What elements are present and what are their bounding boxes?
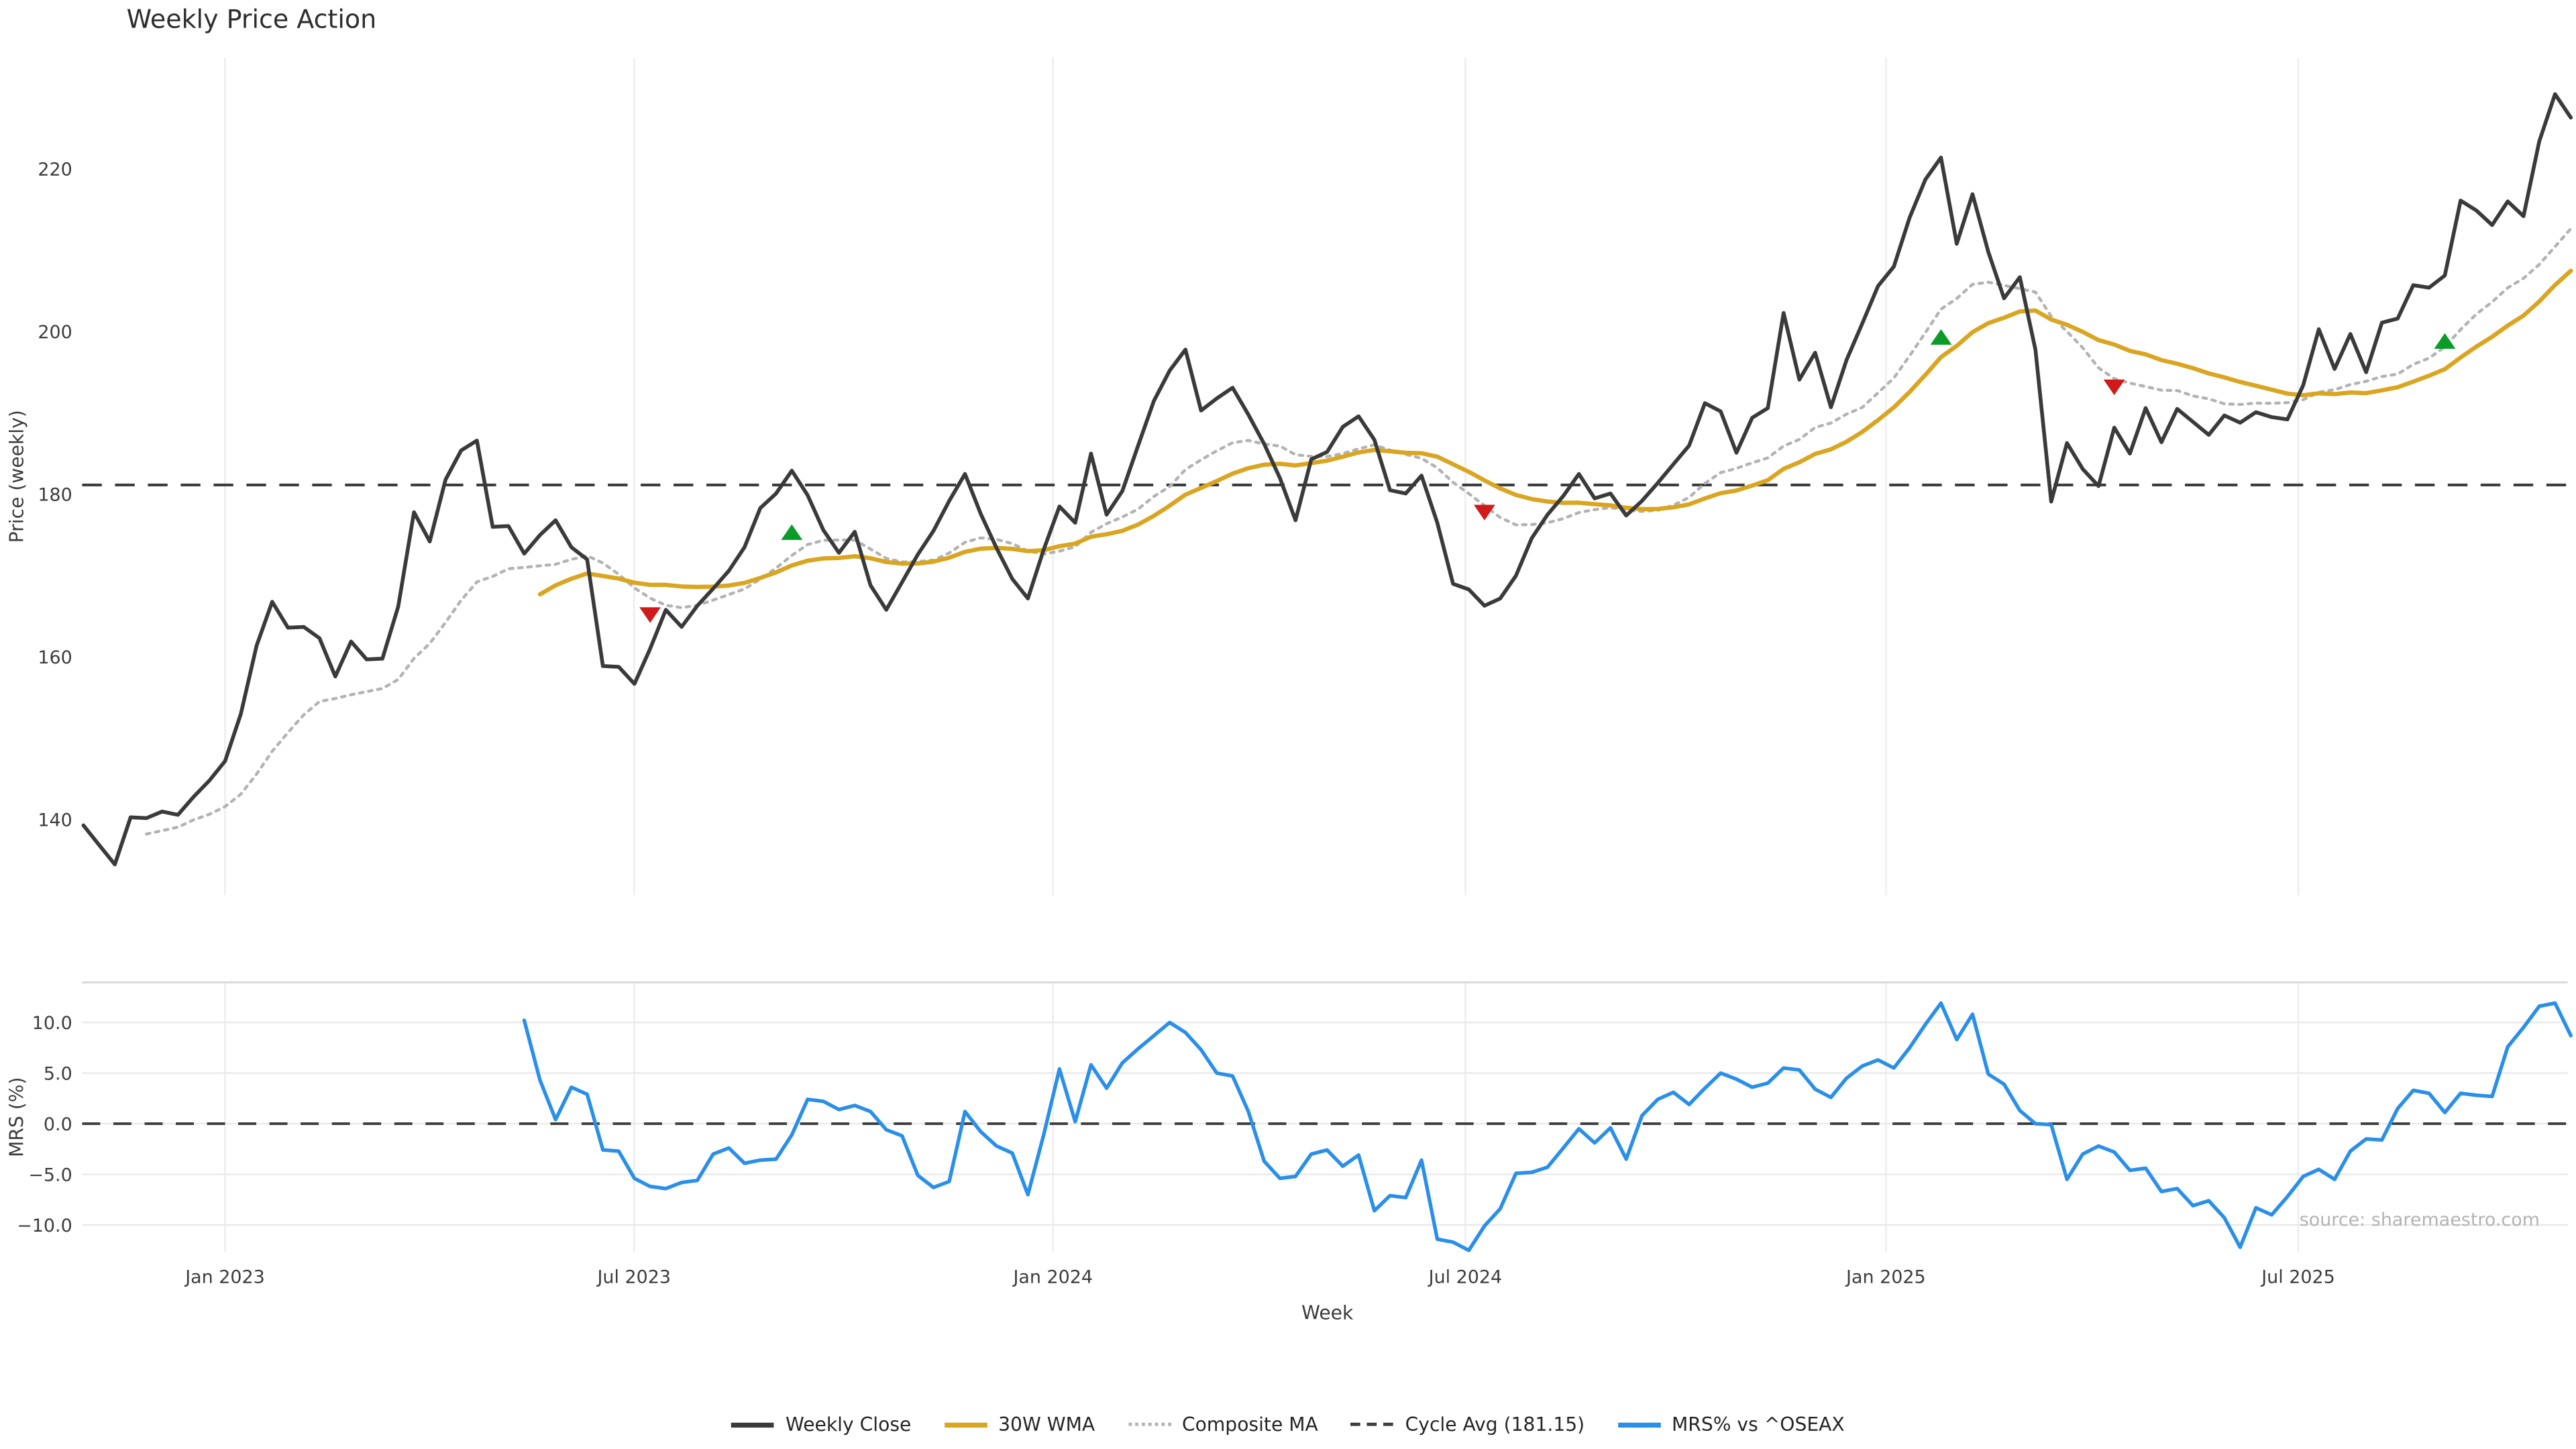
page-title: Weekly Price Action: [126, 5, 377, 35]
price-tick-label: 220: [38, 160, 72, 180]
wma-line: [537, 268, 2573, 597]
x-tick-label: Jul 2025: [2260, 1267, 2335, 1288]
mrs-axis-label: MRS (%): [5, 1077, 28, 1157]
buy-signal-marker: [781, 524, 803, 540]
mrs-line-swatch: [1617, 1421, 1660, 1427]
chart-series: [81, 92, 2573, 1252]
axis-ticks: 220 200 180 160 140 10.0 5.0 0.0 −5.0 −10.0 Jan 20…: [17, 160, 2335, 1288]
sell-signal-marker: [1474, 504, 1495, 521]
legend-item-weekly-close: Weekly Close: [731, 1413, 911, 1436]
legend-item-mrs: MRS% vs ^OSEAX: [1617, 1413, 1845, 1436]
mrs-line: [522, 1001, 2573, 1252]
weekly-close-line-swatch: [731, 1421, 774, 1427]
legend-label: Composite MA: [1181, 1413, 1318, 1436]
price-tick-label: 180: [38, 485, 72, 506]
x-axis-label: Week: [1301, 1301, 1354, 1324]
x-tick-label: Jan 2025: [1845, 1267, 1926, 1288]
price-tick-label: 160: [38, 647, 72, 668]
price-tick-label: 140: [38, 810, 72, 831]
mrs-tick-label: −10.0: [17, 1216, 72, 1236]
legend-label: 30W WMA: [998, 1413, 1095, 1436]
signal-markers: [639, 329, 2456, 623]
legend-item-composite: Composite MA: [1128, 1413, 1318, 1436]
x-tick-label: Jan 2023: [184, 1267, 265, 1288]
price-tick-label: 200: [38, 322, 72, 343]
legend-item-wma: 30W WMA: [944, 1413, 1095, 1436]
x-tick-label: Jul 2023: [596, 1267, 671, 1288]
mrs-tick-label: 5.0: [44, 1063, 72, 1084]
mrs-tick-label: 10.0: [32, 1013, 72, 1034]
cycle-avg-line-swatch: [1350, 1422, 1394, 1426]
composite-ma-line: [144, 227, 2573, 836]
legend-item-cycle-avg: Cycle Avg (181.15): [1350, 1413, 1585, 1436]
x-tick-label: Jan 2024: [1012, 1267, 1093, 1288]
wma-line-swatch: [944, 1421, 987, 1427]
legend-label: MRS% vs ^OSEAX: [1671, 1413, 1845, 1436]
mrs-tick-label: 0.0: [44, 1114, 72, 1135]
price-axis-label: Price (weekly): [5, 410, 28, 543]
legend-label: Cycle Avg (181.15): [1405, 1413, 1585, 1436]
weekly-close-line: [81, 92, 2573, 867]
chart-legend: Weekly Close 30W WMA Composite MA Cycle …: [0, 1413, 2576, 1436]
sell-signal-marker: [2103, 379, 2125, 396]
source-watermark: source: sharemaestro.com: [2299, 1209, 2540, 1231]
x-tick-label: Jul 2024: [1428, 1267, 1503, 1288]
gridlines: [82, 57, 2568, 1252]
legend-label: Weekly Close: [785, 1413, 912, 1436]
mrs-tick-label: −5.0: [28, 1165, 72, 1185]
composite-line-swatch: [1128, 1422, 1171, 1426]
buy-signal-marker: [2434, 333, 2456, 349]
buy-signal-marker: [1930, 329, 1952, 345]
sell-signal-marker: [639, 607, 661, 623]
